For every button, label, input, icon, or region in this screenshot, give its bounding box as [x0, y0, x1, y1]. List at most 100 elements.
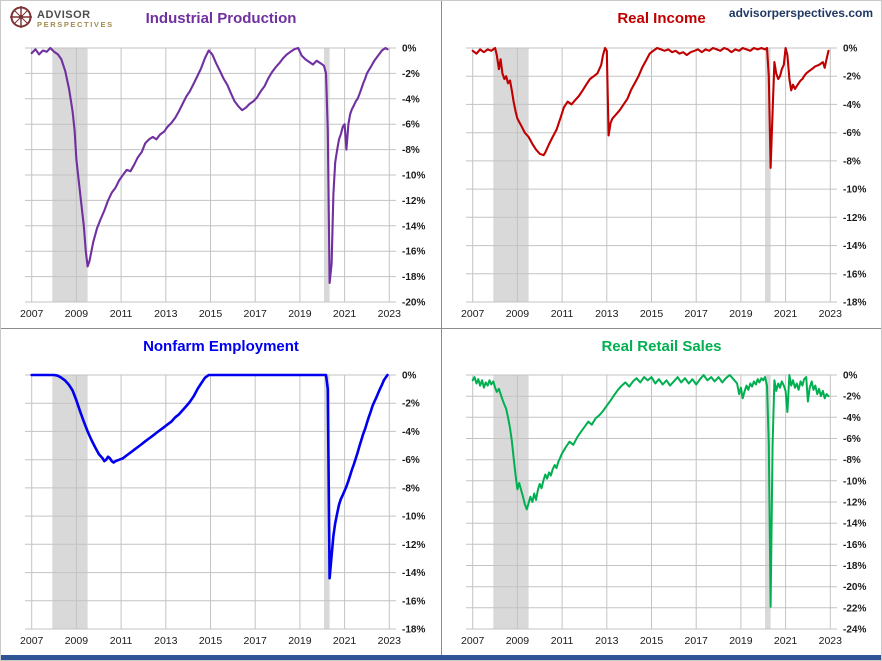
svg-text:-22%: -22% — [843, 603, 866, 614]
svg-text:2007: 2007 — [461, 635, 485, 647]
compass-logo-icon — [9, 5, 33, 34]
svg-text:-20%: -20% — [402, 298, 425, 309]
footer-bar — [1, 655, 881, 660]
svg-text:2017: 2017 — [244, 308, 268, 320]
svg-text:2013: 2013 — [154, 308, 178, 320]
svg-text:-6%: -6% — [402, 455, 420, 466]
svg-text:-18%: -18% — [402, 272, 425, 283]
svg-text:-10%: -10% — [402, 512, 425, 523]
svg-text:-8%: -8% — [843, 156, 861, 167]
svg-text:-8%: -8% — [843, 455, 861, 466]
svg-text:-20%: -20% — [843, 582, 866, 593]
svg-text:2023: 2023 — [819, 308, 843, 320]
svg-text:-16%: -16% — [402, 247, 425, 258]
svg-text:-2%: -2% — [402, 69, 420, 80]
svg-text:-10%: -10% — [843, 185, 866, 196]
svg-text:-18%: -18% — [843, 561, 866, 572]
panel-head: ADVISOR PERSPECTIVES Industrial Producti… — [1, 1, 441, 35]
svg-text:-2%: -2% — [402, 399, 420, 410]
svg-text:2019: 2019 — [729, 635, 753, 647]
svg-text:2011: 2011 — [551, 635, 574, 647]
chart-industrial-production: 2007 2009 2011 2013 2015 2017 2019 2021 2023 0% -2… — [1, 38, 441, 328]
panel-real-income: advisorperspectives.com Real Income 2007… — [441, 1, 881, 328]
svg-text:2015: 2015 — [640, 635, 664, 647]
svg-text:2023: 2023 — [819, 635, 843, 647]
svg-text:2013: 2013 — [595, 635, 619, 647]
logo-line2: PERSPECTIVES — [37, 20, 114, 30]
svg-text:-16%: -16% — [843, 540, 866, 551]
site-url-link[interactable]: advisorperspectives.com — [728, 6, 873, 20]
svg-text:-2%: -2% — [843, 392, 861, 403]
svg-text:2007: 2007 — [461, 308, 485, 320]
svg-text:-10%: -10% — [402, 171, 425, 182]
panel-real-retail-sales: Real Retail Sales 2007 2009 2011 2013 2015 20… — [441, 328, 881, 655]
svg-text:2019: 2019 — [288, 308, 312, 320]
svg-text:2013: 2013 — [595, 308, 619, 320]
svg-text:-14%: -14% — [843, 519, 866, 530]
svg-text:2007: 2007 — [20, 635, 44, 647]
svg-text:2011: 2011 — [110, 635, 133, 647]
svg-text:-4%: -4% — [402, 94, 420, 105]
panel-head: advisorperspectives.com Real Income — [442, 1, 881, 35]
chart-real-retail-sales: 2007 2009 2011 2013 2015 2017 2019 2021 2023 0% -2… — [442, 365, 881, 655]
svg-text:0%: 0% — [843, 371, 858, 382]
svg-text:-12%: -12% — [843, 498, 866, 509]
svg-text:2009: 2009 — [65, 308, 89, 320]
svg-text:2021: 2021 — [333, 635, 357, 647]
svg-text:2017: 2017 — [685, 635, 709, 647]
svg-text:2007: 2007 — [20, 308, 44, 320]
svg-text:-14%: -14% — [843, 241, 866, 252]
svg-text:-12%: -12% — [402, 540, 425, 551]
panel-head: Real Retail Sales — [442, 329, 881, 363]
svg-text:-16%: -16% — [402, 596, 425, 607]
svg-text:0%: 0% — [402, 44, 417, 55]
svg-text:0%: 0% — [402, 371, 417, 382]
svg-text:2017: 2017 — [685, 308, 709, 320]
svg-text:2017: 2017 — [244, 635, 268, 647]
svg-text:2023: 2023 — [378, 308, 402, 320]
panel-industrial-production: ADVISOR PERSPECTIVES Industrial Producti… — [1, 1, 441, 328]
panel-nonfarm-employment: Nonfarm Employment 2007 2009 2011 2013 2015 2… — [1, 328, 441, 655]
chart-title-real-retail-sales: Real Retail Sales — [601, 338, 722, 355]
svg-text:2009: 2009 — [506, 635, 530, 647]
advisor-perspectives-logo: ADVISOR PERSPECTIVES — [9, 5, 114, 34]
svg-text:-12%: -12% — [843, 213, 866, 224]
svg-text:-8%: -8% — [402, 483, 420, 494]
chart-title-industrial-production: Industrial Production — [145, 10, 297, 27]
panel-head: Nonfarm Employment — [1, 329, 441, 363]
svg-text:2011: 2011 — [551, 308, 574, 320]
svg-text:-14%: -14% — [402, 568, 425, 579]
logo-text: ADVISOR PERSPECTIVES — [37, 8, 114, 30]
svg-text:-4%: -4% — [402, 427, 420, 438]
svg-text:2015: 2015 — [640, 308, 664, 320]
svg-text:-14%: -14% — [402, 221, 425, 232]
chart-title-real-income: Real Income — [617, 10, 706, 27]
svg-text:-12%: -12% — [402, 196, 425, 207]
svg-text:-10%: -10% — [843, 476, 866, 487]
svg-text:-18%: -18% — [402, 625, 425, 636]
svg-text:2019: 2019 — [729, 308, 753, 320]
svg-text:2015: 2015 — [199, 635, 223, 647]
chart-title-nonfarm-employment: Nonfarm Employment — [143, 338, 299, 355]
svg-text:-6%: -6% — [402, 120, 420, 131]
svg-text:2023: 2023 — [378, 635, 402, 647]
svg-text:-18%: -18% — [843, 298, 866, 309]
svg-text:2009: 2009 — [65, 635, 89, 647]
chart-real-income: 2007 2009 2011 2013 2015 2017 2019 2021 2023 0% -2… — [442, 38, 881, 328]
svg-text:-8%: -8% — [402, 145, 420, 156]
svg-text:-16%: -16% — [843, 269, 866, 280]
svg-text:2015: 2015 — [199, 308, 223, 320]
svg-text:2011: 2011 — [110, 308, 133, 320]
svg-text:-4%: -4% — [843, 100, 861, 111]
svg-text:2013: 2013 — [154, 635, 178, 647]
chart-nonfarm-employment: 2007 2009 2011 2013 2015 2017 2019 2021 2023 0% -2… — [1, 365, 441, 655]
svg-text:-6%: -6% — [843, 128, 861, 139]
svg-text:2021: 2021 — [774, 308, 798, 320]
svg-text:-6%: -6% — [843, 434, 861, 445]
svg-text:0%: 0% — [843, 44, 858, 55]
logo-line1: ADVISOR — [37, 8, 91, 21]
svg-text:-2%: -2% — [843, 72, 861, 83]
svg-text:-24%: -24% — [843, 625, 866, 636]
